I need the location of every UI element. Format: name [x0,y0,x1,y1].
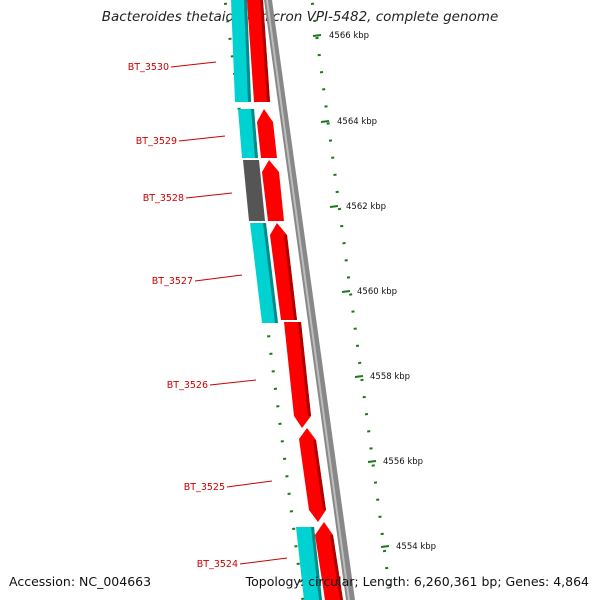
scale-label-4554: 4554 kbp [396,542,436,552]
gene-label-bt-3526[interactable]: BT_3526 [167,380,208,391]
gene-bt-3524-fwd-feature[interactable] [315,522,343,600]
gene-label-bt-3530[interactable]: BT_3530 [128,62,169,73]
leader-line-bt-3525 [226,480,273,488]
scale-label-4558: 4558 kbp [370,372,410,382]
gene-label-leaders [170,61,288,565]
scale-label-4564: 4564 kbp [337,117,377,127]
gene-bt-3527-fwd-feature[interactable] [270,223,297,320]
gene-bt-3524-fwd-shade [330,535,343,600]
gene-bt-3526-feature[interactable] [284,322,311,428]
scale-tick-4560 [341,290,351,293]
gene-label-bt-3529[interactable]: BT_3529 [136,136,177,147]
gene-bt-3528-feature[interactable] [243,160,265,221]
gene-bt-3526-shade [298,322,311,416]
scale-tick-4556 [367,460,377,463]
gene-bt-3524-shade [311,527,322,600]
map-title: Bacteroides thetaiotaomicron VPI-5482, c… [101,9,499,25]
gene-bt-3525-feature[interactable] [299,428,326,522]
gene-label-bt-3527[interactable]: BT_3527 [152,276,193,287]
topology-text: Topology: circular; Length: 6,260,361 bp… [245,574,589,589]
gene-bt-3527-feature[interactable] [250,223,278,323]
scale-tick-4564 [320,120,330,123]
gene-bt-3527-shade [263,223,278,323]
gene-bt-3530-fwd-shade [260,0,270,102]
leader-line-bt-3526 [209,379,257,386]
leader-line-bt-3528 [185,192,233,199]
gene-label-bt-3524[interactable]: BT_3524 [197,559,238,570]
scale-label-4562: 4562 kbp [346,202,386,212]
gene-bt-3525-shade [313,440,326,510]
scale-label-4566: 4566 kbp [329,31,369,41]
gene-bt-3528-fwd-feature[interactable] [262,160,284,221]
gene-label-bt-3528[interactable]: BT_3528 [143,193,184,204]
leader-line-bt-3530 [170,61,217,68]
gene-bt-3527-fwd-shade [284,235,297,320]
leader-line-bt-3527 [194,274,243,282]
scale-tick-4554 [380,545,390,548]
gene-label-bt-3525[interactable]: BT_3525 [184,482,225,493]
leader-line-bt-3529 [178,135,226,142]
scale-tick-4562 [329,205,339,208]
scale-label-4560: 4560 kbp [357,287,397,297]
gene-bt-3529-fwd-feature[interactable] [257,109,277,158]
scale-major-ticks [312,34,390,548]
gene-bt-3529-shade [251,109,258,158]
gene-bt-3530-shade [244,0,251,102]
scale-tick-4558 [354,375,364,378]
scale-tick-4566 [312,34,322,37]
leader-line-bt-3524 [239,557,288,565]
scale-label-4556: 4556 kbp [383,457,423,467]
backbone-highlight [266,0,350,600]
accession-text: Accession: NC_004663 [9,574,152,589]
